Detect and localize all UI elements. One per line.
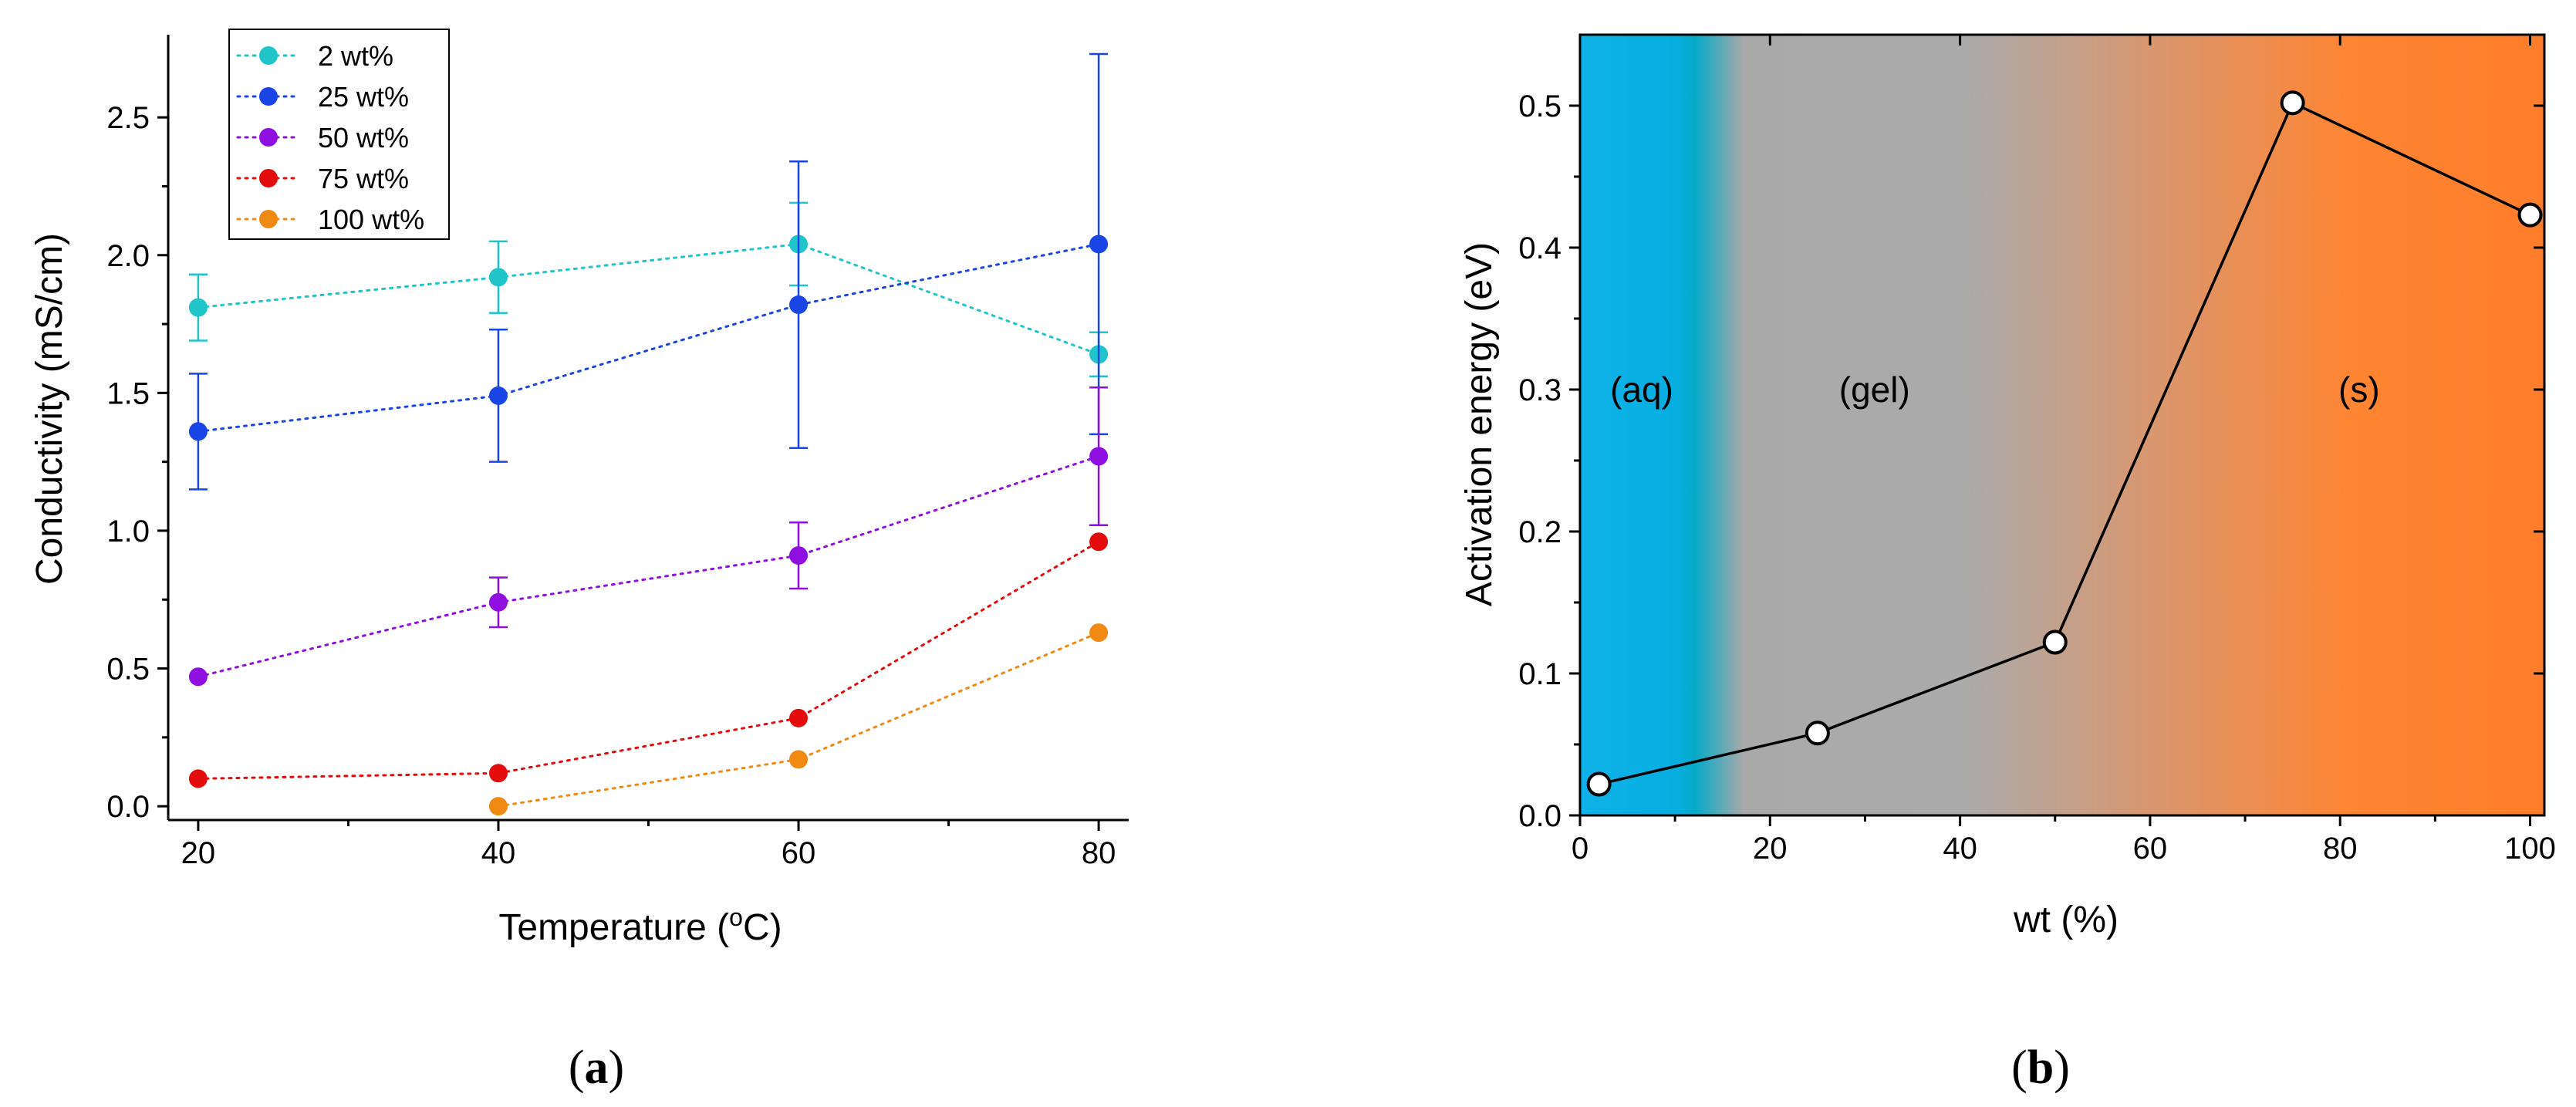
legend-marker bbox=[259, 128, 278, 147]
panel-label-b: (b) bbox=[2011, 1041, 2070, 1094]
data-point bbox=[2517, 202, 2543, 228]
y-tick-label: 0.1 bbox=[1518, 657, 1561, 691]
y-tick-label: 0.3 bbox=[1518, 373, 1561, 407]
legend-marker bbox=[259, 87, 278, 106]
x-tick-label: 40 bbox=[481, 836, 516, 870]
series-line bbox=[197, 242, 1100, 356]
data-point bbox=[188, 298, 208, 317]
series-line bbox=[197, 455, 1100, 678]
data-point bbox=[2042, 629, 2068, 655]
x-tick-label: 40 bbox=[1943, 832, 1977, 866]
activation-energy-axes: 0 20 40 60 80 100 0.0 0.1 0.2 0.3 0.4 0.5 bbox=[1518, 33, 2556, 866]
data-point bbox=[488, 592, 508, 612]
y-tick-label: 2.5 bbox=[106, 101, 150, 135]
x-tick-label: 60 bbox=[2133, 832, 2168, 866]
x-tick-label: 80 bbox=[1082, 836, 1116, 870]
data-point bbox=[789, 295, 809, 315]
y-tick-label: 0.0 bbox=[106, 790, 150, 824]
plot-frame bbox=[1578, 33, 2546, 817]
legend-entry-100-wt: 100 wt% bbox=[236, 204, 424, 235]
legend-label: 25 wt% bbox=[318, 81, 409, 113]
legend-marker bbox=[259, 169, 278, 187]
y-axis-title-a: Conductivity (mS/cm) bbox=[29, 233, 70, 585]
activation-energy-chart: (aq) (gel) (s) 0 20 40 60 80 100 0.0 0.1 0.2 0.3 0.4… bbox=[1459, 33, 2556, 1094]
legend-label: 100 wt% bbox=[318, 204, 424, 235]
y-axis-title-b: Activation energy (eV) bbox=[1459, 242, 1500, 606]
x-tick-label: 0 bbox=[1572, 832, 1588, 866]
conductivity-series bbox=[188, 52, 1109, 816]
y-tick-label: 1.0 bbox=[106, 515, 150, 548]
series-100-wt bbox=[488, 623, 1109, 816]
series-line bbox=[197, 540, 1100, 780]
data-point bbox=[188, 422, 208, 441]
y-tick-label: 0.4 bbox=[1518, 231, 1561, 265]
legend-entry-25-wt: 25 wt% bbox=[236, 81, 409, 113]
x-axis-title-b: wt (%) bbox=[2013, 899, 2119, 940]
data-point bbox=[188, 667, 208, 687]
x-tick-label: 100 bbox=[2504, 832, 2556, 866]
legend-marker bbox=[259, 210, 278, 228]
y-tick-label: 1.5 bbox=[106, 376, 150, 410]
panel-label-b-letter: b bbox=[2027, 1041, 2054, 1094]
x-axis-title-a-sup: o bbox=[729, 903, 743, 931]
series-activation-energy bbox=[1586, 90, 2543, 797]
data-point bbox=[789, 546, 809, 565]
x-tick-label: 80 bbox=[2323, 832, 2358, 866]
phase-region-labels: (aq) (gel) (s) bbox=[1610, 370, 2380, 410]
region-label-s: (s) bbox=[2338, 370, 2380, 410]
data-point bbox=[188, 769, 208, 788]
data-point bbox=[488, 268, 508, 287]
legend-label: 2 wt% bbox=[318, 40, 393, 72]
series-25-wt bbox=[188, 52, 1109, 491]
phase-gradient-background bbox=[1580, 35, 2544, 815]
x-tick-label: 20 bbox=[1753, 832, 1788, 866]
data-point bbox=[1586, 771, 1612, 797]
x-tick-label: 20 bbox=[181, 836, 216, 870]
conductivity-chart: 20 40 60 80 0.0 0.5 1.0 1.5 2.0 2.5 2 wt% 25 wt% 50… bbox=[29, 29, 1129, 1094]
activation-energy-series bbox=[1586, 90, 2543, 797]
data-point bbox=[488, 386, 508, 405]
data-point bbox=[1089, 532, 1109, 552]
conductivity-axes: 20 40 60 80 0.0 0.5 1.0 1.5 2.0 2.5 bbox=[106, 35, 1129, 870]
data-point bbox=[789, 708, 809, 727]
x-tick-label: 60 bbox=[782, 836, 816, 870]
y-tick-label: 2.0 bbox=[106, 239, 150, 273]
legend-label: 75 wt% bbox=[318, 163, 409, 194]
data-point bbox=[789, 750, 809, 769]
legend: 2 wt% 25 wt% 50 wt% 75 wt% 100 wt% bbox=[228, 29, 450, 240]
legend-entry-75-wt: 75 wt% bbox=[236, 163, 409, 194]
region-label-aq: (aq) bbox=[1610, 370, 1673, 410]
data-point bbox=[1089, 235, 1109, 254]
y-tick-label: 0.5 bbox=[106, 653, 150, 687]
legend-label: 50 wt% bbox=[318, 122, 409, 154]
data-point bbox=[488, 764, 508, 783]
x-axis-title-a-start: Temperature ( bbox=[498, 907, 729, 948]
series-50-wt bbox=[188, 386, 1109, 687]
data-point bbox=[1089, 447, 1109, 466]
y-tick-label: 0.2 bbox=[1518, 515, 1561, 549]
panel-label-a: (a) bbox=[569, 1041, 624, 1094]
data-point bbox=[1089, 623, 1109, 643]
data-point bbox=[2280, 90, 2305, 116]
y-tick-label: 0.0 bbox=[1518, 799, 1561, 833]
panel-label-a-letter: a bbox=[585, 1041, 609, 1094]
series-line bbox=[197, 242, 1100, 433]
data-point bbox=[488, 797, 508, 816]
legend-marker bbox=[259, 46, 278, 65]
data-point bbox=[1805, 721, 1830, 746]
y-tick-label: 0.5 bbox=[1518, 89, 1561, 123]
x-axis-title-a-end: C) bbox=[743, 907, 782, 948]
legend-entry-2-wt: 2 wt% bbox=[236, 40, 393, 72]
legend-entry-50-wt: 50 wt% bbox=[236, 122, 409, 154]
x-axis-title-a: Temperature (oC) bbox=[498, 903, 782, 948]
series-75-wt bbox=[188, 532, 1109, 788]
region-label-gel: (gel) bbox=[1839, 370, 1910, 410]
